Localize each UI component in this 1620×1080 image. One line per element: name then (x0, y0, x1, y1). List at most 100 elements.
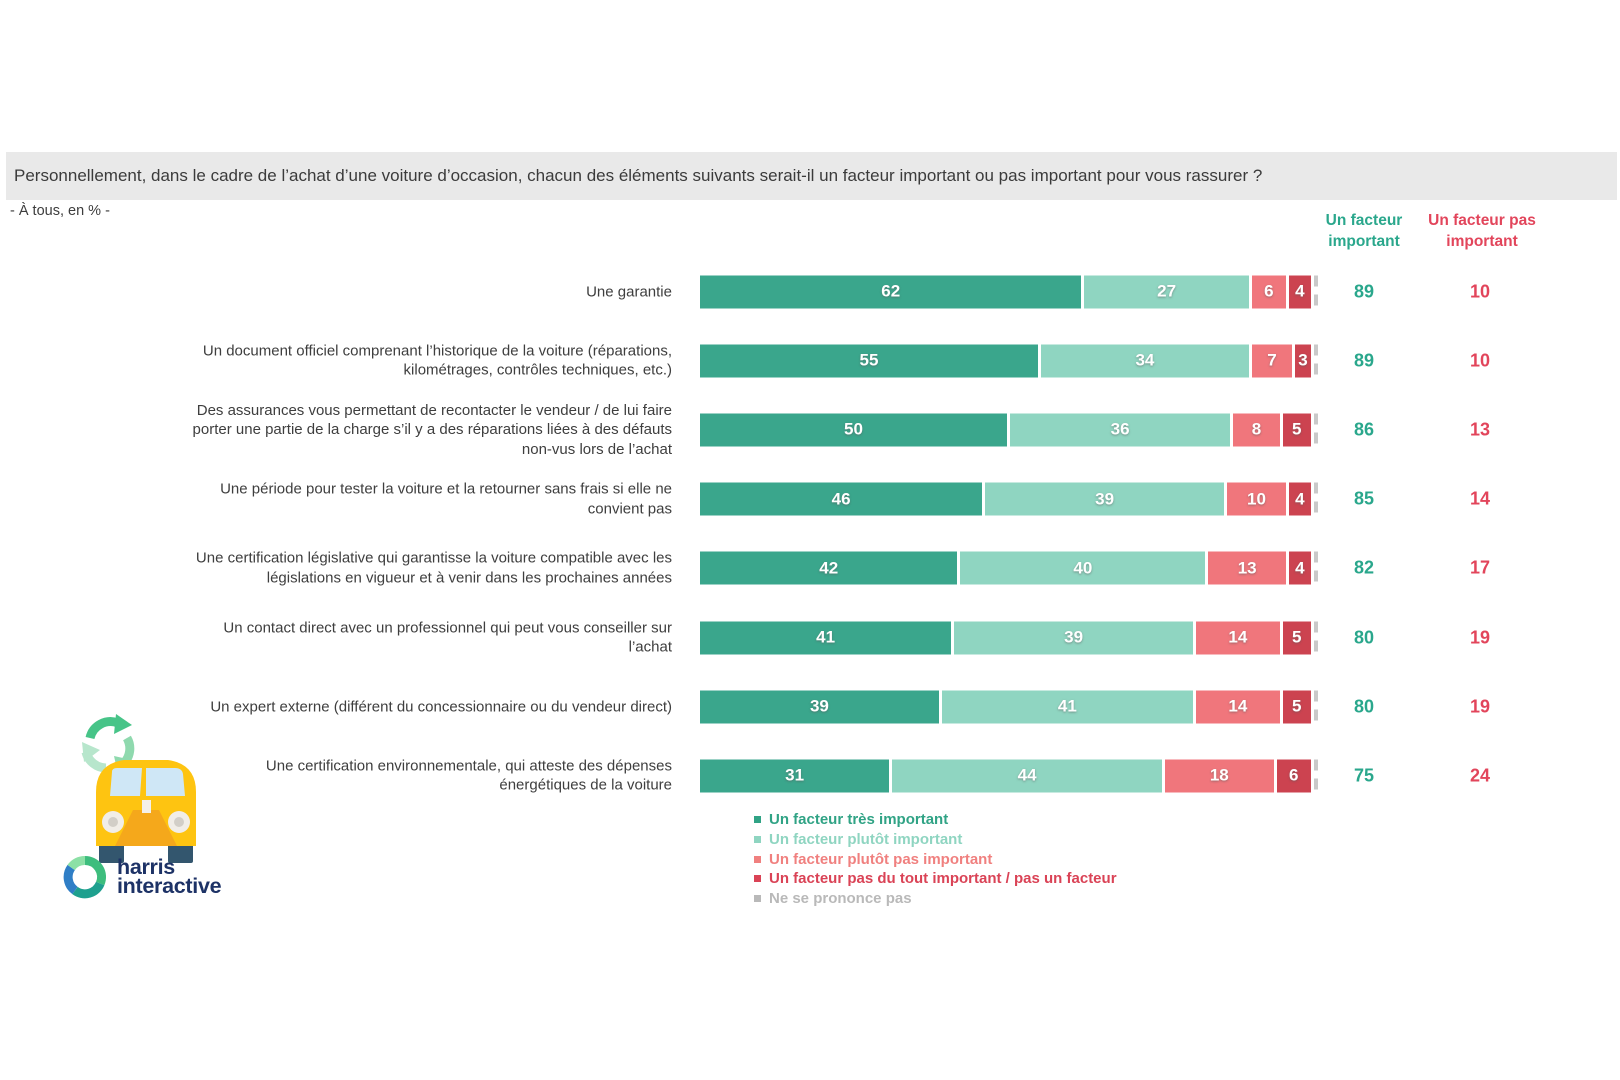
legend-item-tres-important: Un facteur très important (754, 810, 1117, 830)
total-not-important: 10 (1469, 281, 1491, 302)
bar-segment-ne-se-prononce-pas (1313, 275, 1318, 309)
bar-segment-ne-se-prononce-pas (1313, 413, 1318, 447)
question-title-bar: Personnellement, dans le cadre de l’acha… (6, 152, 1617, 200)
bar-segment-plutot-important: 27 (1084, 275, 1249, 309)
legend-label: Un facteur très important (769, 811, 949, 829)
legend-item-plutot-pas-important: Un facteur plutôt pas important (754, 849, 1117, 869)
legend-label: Un facteur plutôt important (769, 831, 963, 849)
chart-row: Des assurances vous permettant de recont… (0, 395, 1620, 464)
legend-label: Un facteur plutôt pas important (769, 850, 993, 868)
total-not-important: 10 (1469, 350, 1491, 371)
legend-swatch-icon (754, 816, 761, 824)
bar-segment-plutot-important: 36 (1010, 413, 1231, 447)
bar-segment-ne-se-prononce-pas (1313, 344, 1318, 378)
bar-segment-tres-important: 50 (700, 413, 1007, 447)
stacked-bar: 46 39 10 4 (700, 482, 1318, 516)
total-important: 80 (1353, 696, 1375, 717)
chart-row: Un document officiel comprenant l’histor… (0, 326, 1620, 395)
category-label: Une garantie (586, 282, 672, 300)
stacked-bar: 50 36 8 5 (700, 413, 1318, 447)
total-not-important: 19 (1469, 696, 1491, 717)
legend-label: Ne se prononce pas (769, 890, 912, 908)
bar-segment-ne-se-prononce-pas (1313, 551, 1318, 585)
base-subtitle: - À tous, en % - (10, 203, 110, 219)
chart-row: Un contact direct avec un professionnel … (0, 603, 1620, 672)
legend-swatch-icon (754, 895, 761, 903)
bar-segment-pas-du-tout-important: 4 (1288, 482, 1311, 516)
category-label: Un contact direct avec un professionnel … (223, 619, 672, 656)
stacked-bar: 62 27 6 4 (700, 275, 1318, 309)
total-important: 89 (1353, 350, 1375, 371)
bar-segment-ne-se-prononce-pas (1313, 621, 1318, 655)
total-important: 89 (1353, 281, 1375, 302)
legend-swatch-icon (754, 855, 761, 863)
total-not-important: 13 (1469, 419, 1491, 440)
bar-segment-pas-du-tout-important: 5 (1282, 690, 1311, 724)
bar-segment-plutot-pas-important: 14 (1195, 621, 1280, 655)
bar-segment-plutot-pas-important: 8 (1233, 413, 1280, 447)
total-not-important: 17 (1469, 557, 1491, 578)
bar-segment-plutot-important: 39 (985, 482, 1224, 516)
bar-segment-ne-se-prononce-pas (1313, 759, 1318, 793)
bar-segment-tres-important: 39 (700, 690, 939, 724)
chart-row: Une garantie 62 27 6 4 89 10 (0, 257, 1620, 326)
bar-segment-pas-du-tout-important: 5 (1282, 413, 1311, 447)
legend-swatch-icon (754, 836, 761, 844)
bar-segment-plutot-pas-important: 10 (1226, 482, 1286, 516)
harris-logo-line1: harris (117, 854, 175, 879)
stacked-bar: 42 40 13 4 (700, 551, 1318, 585)
harris-logo-line2: interactive (117, 874, 222, 898)
total-not-important: 24 (1469, 765, 1491, 786)
total-not-important: 14 (1469, 488, 1491, 509)
bar-segment-tres-important: 42 (700, 551, 958, 585)
total-important: 86 (1353, 419, 1375, 440)
bar-segment-ne-se-prononce-pas (1313, 482, 1318, 516)
legend-swatch-icon (754, 875, 761, 883)
stacked-bar: 39 41 14 5 (700, 690, 1318, 724)
bar-segment-pas-du-tout-important: 5 (1282, 621, 1311, 655)
legend-label: Un facteur pas du tout important / pas u… (769, 870, 1117, 888)
question-title: Personnellement, dans le cadre de l’acha… (14, 166, 1263, 185)
bar-segment-plutot-important: 39 (954, 621, 1193, 655)
bar-segment-tres-important: 46 (700, 482, 983, 516)
total-important: 85 (1353, 488, 1375, 509)
category-label: Une certification législative qui garant… (195, 549, 672, 587)
legend-item-pas-du-tout-important: Un facteur pas du tout important / pas u… (754, 869, 1117, 889)
chart-row: Une certification législative qui garant… (0, 534, 1620, 603)
category-label: Un document officiel comprenant l’histor… (202, 342, 672, 379)
column-header-not-important: Un facteur pas important (1428, 212, 1536, 250)
bar-segment-pas-du-tout-important: 6 (1276, 759, 1311, 793)
harris-interactive-logo: harris interactive (62, 854, 222, 900)
stacked-bar: 55 34 7 3 (700, 344, 1318, 378)
total-not-important: 19 (1469, 627, 1491, 648)
bar-segment-plutot-important: 34 (1041, 344, 1249, 378)
category-label: Une certification environnementale, qui … (265, 757, 672, 794)
category-label: Un expert externe (différent du concessi… (210, 697, 672, 715)
bar-segment-pas-du-tout-important: 4 (1288, 551, 1311, 585)
stacked-bar: 31 44 18 6 (700, 759, 1318, 793)
bar-segment-tres-important: 31 (700, 759, 890, 793)
stacked-bar: 41 39 14 5 (700, 621, 1318, 655)
legend-item-plutot-important: Un facteur plutôt important (754, 830, 1117, 850)
bar-segment-plutot-important: 44 (892, 759, 1162, 793)
bar-segment-tres-important: 62 (700, 275, 1082, 309)
bar-segment-plutot-pas-important: 7 (1251, 344, 1293, 378)
chart-legend: Un facteur très important Un facteur plut… (754, 810, 1117, 908)
chart-row: Une période pour tester la voiture et la… (0, 465, 1620, 534)
bar-segment-plutot-important: 40 (960, 551, 1206, 585)
harris-logo-text: harris interactive (117, 854, 222, 898)
bar-segment-plutot-pas-important: 13 (1208, 551, 1286, 585)
recycled-car-illustration (76, 708, 216, 873)
bar-segment-plutot-pas-important: 18 (1164, 759, 1274, 793)
harris-ring-icon (63, 855, 107, 899)
total-important: 75 (1353, 765, 1375, 786)
bar-segment-pas-du-tout-important: 3 (1295, 344, 1311, 378)
car-recycle-icon (81, 714, 196, 863)
category-label: Une période pour tester la voiture et la… (220, 480, 672, 518)
total-important: 80 (1353, 627, 1375, 648)
bar-segment-tres-important: 55 (700, 344, 1038, 378)
column-header-important: Un facteur important (1325, 212, 1403, 250)
bar-segment-plutot-important: 41 (941, 690, 1193, 724)
bar-segment-pas-du-tout-important: 4 (1288, 275, 1311, 309)
bar-segment-tres-important: 41 (700, 621, 952, 655)
